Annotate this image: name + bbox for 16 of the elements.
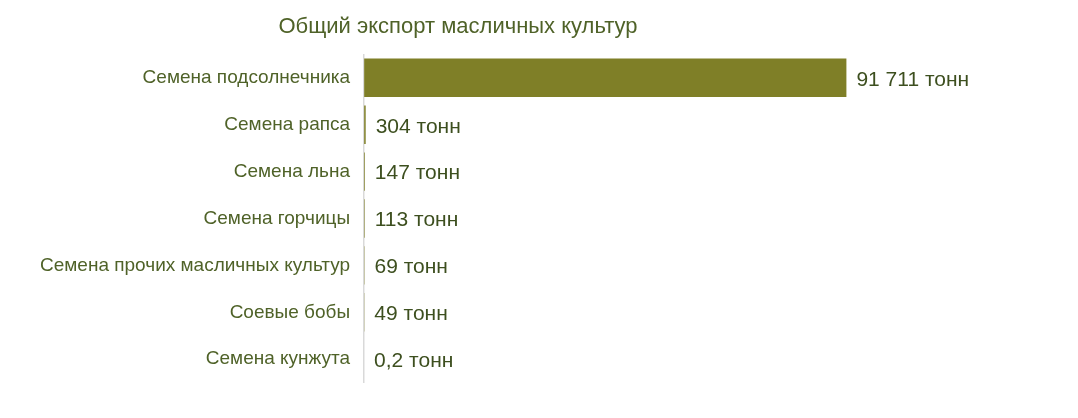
bar	[364, 58, 847, 98]
y-tick-label: Соевые бобы	[229, 300, 351, 322]
data-label: 91 711 тонн	[856, 66, 970, 90]
data-label: 113 тонн	[374, 207, 459, 231]
y-tick-label: Семена кунжута	[205, 347, 351, 369]
data-label: 304 тонн	[375, 113, 461, 137]
data-label: 0,2 тонн	[374, 347, 454, 371]
y-tick-label: Семена прочих масличных культур	[39, 253, 351, 275]
data-label: 49 тонн	[374, 301, 448, 325]
data-label: 69 тонн	[374, 254, 448, 278]
chart-title: Общий экспорт масличных культур	[278, 13, 638, 39]
y-tick-label: Семена льна	[233, 159, 351, 181]
y-tick-label: Семена горчицы	[203, 206, 351, 228]
y-tick-label: Семена подсолнечника	[142, 66, 351, 88]
y-tick-label: Семена рапса	[224, 112, 351, 134]
data-label: 147 тонн	[374, 160, 460, 184]
